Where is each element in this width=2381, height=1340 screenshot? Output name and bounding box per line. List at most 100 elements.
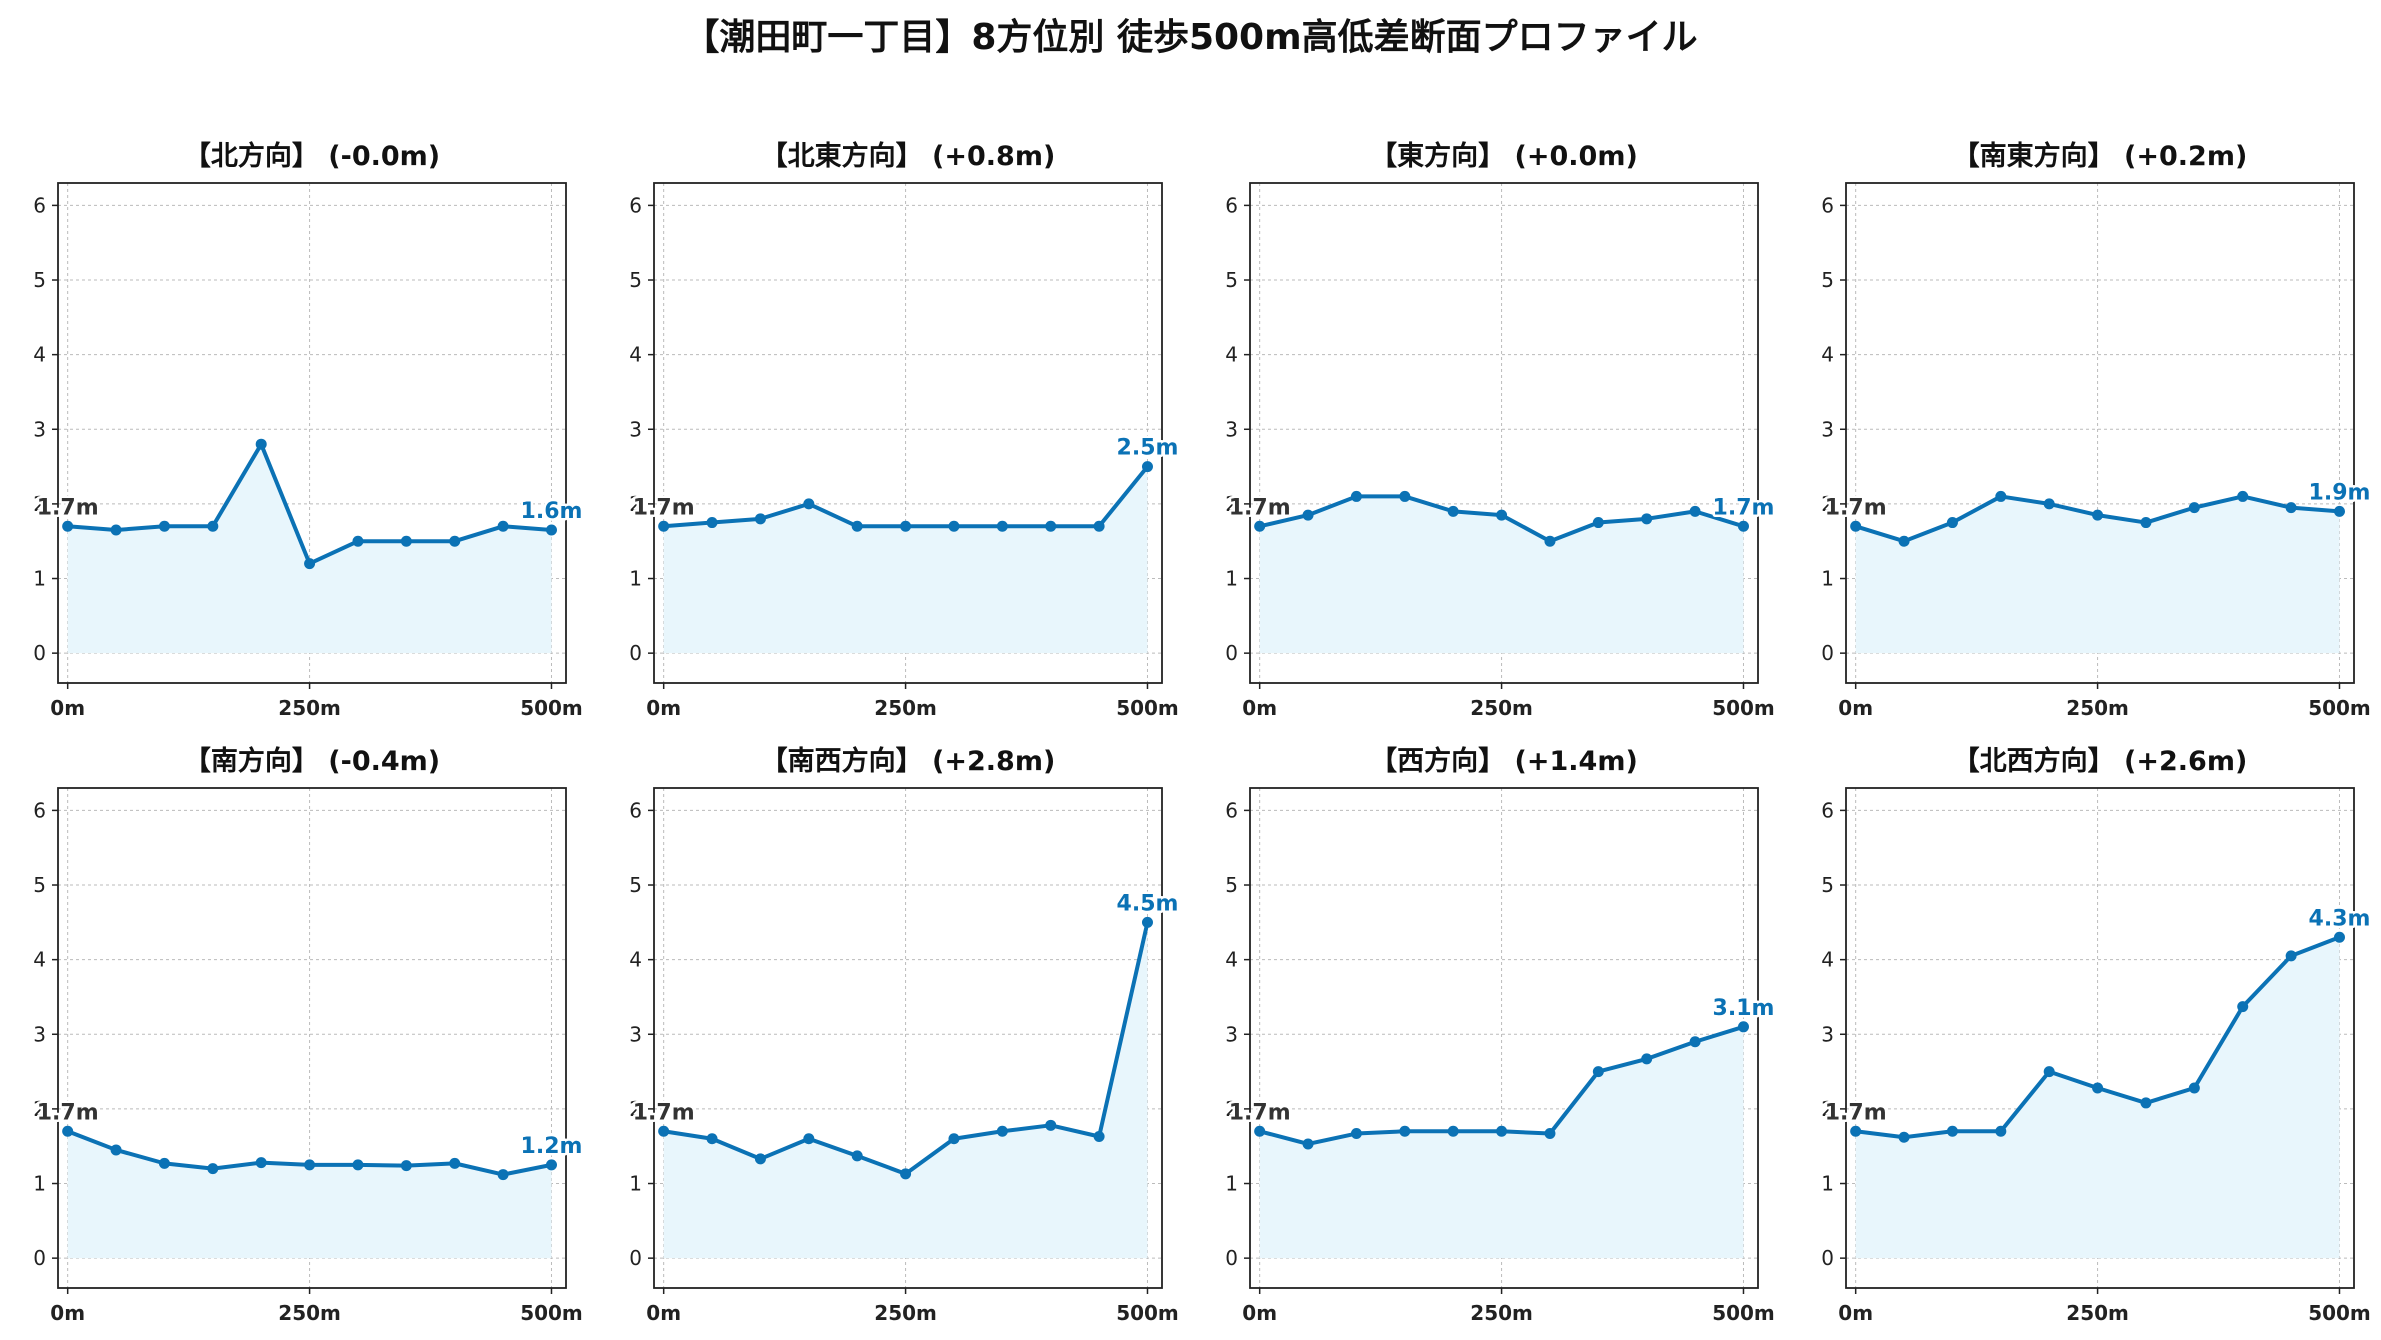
data-point <box>1689 1036 1701 1048</box>
subplot-1: 【北東方向】 (+0.8m) 0 1 2 3 4 5 6 0m 250m 500m 1.7m 2.5m <box>629 140 1181 720</box>
data-point <box>1045 1119 1057 1131</box>
data-point <box>948 1133 960 1145</box>
data-point <box>754 513 766 525</box>
data-point <box>851 520 863 532</box>
start-elevation-label: 1.7m <box>1229 495 1291 520</box>
subplot-title: 【東方向】 (+0.0m) <box>1370 140 1638 172</box>
data-point <box>255 438 267 450</box>
y-tick-label: 4 <box>1225 948 1238 972</box>
subplot-6: 【西方向】 (+1.4m) 0 1 2 3 4 5 6 0m 250m 500m 1.7m 3.1m <box>1225 745 1777 1325</box>
y-tick-label: 0 <box>629 641 642 665</box>
y-tick-label: 2 <box>629 492 642 516</box>
y-tick-label: 5 <box>1225 873 1238 897</box>
data-point <box>2333 931 2345 943</box>
area-fill <box>67 444 552 654</box>
x-tick-label: 500m <box>520 696 583 720</box>
data-point <box>2043 1066 2055 1078</box>
area-fill <box>67 1131 552 1259</box>
data-point <box>110 1144 122 1156</box>
plot-frame <box>653 787 1163 1289</box>
data-point <box>352 535 364 547</box>
data-point <box>900 520 912 532</box>
data-point <box>304 558 316 570</box>
plot-frame <box>1249 182 1759 684</box>
data-point <box>2237 490 2249 502</box>
end-elevation-label: 4.3m <box>2309 906 2371 931</box>
y-tick-label: 5 <box>1821 873 1834 897</box>
end-elevation-label: 4.5m <box>1117 891 1179 916</box>
y-tick-label: 2 <box>1821 492 1834 516</box>
data-point <box>706 1133 718 1145</box>
y-tick-label: 1 <box>33 567 46 591</box>
data-point <box>2285 950 2297 962</box>
data-point <box>803 498 815 510</box>
data-point <box>658 520 670 532</box>
data-point <box>1350 490 1362 502</box>
subplot-5: 【南西方向】 (+2.8m) 0 1 2 3 4 5 6 0m 250m 500m 1.7m 4.5m <box>629 745 1181 1325</box>
x-tick-label: 250m <box>874 1301 937 1325</box>
plot-frame <box>1845 182 2355 684</box>
data-point <box>1302 1138 1314 1150</box>
data-point <box>1399 1125 1411 1137</box>
y-tick-label: 6 <box>629 193 642 217</box>
y-tick-label: 4 <box>629 948 642 972</box>
y-tick-label: 3 <box>629 1022 642 1046</box>
end-elevation-label: 1.7m <box>1713 495 1775 520</box>
x-tick-label: 250m <box>2066 696 2129 720</box>
data-point <box>545 1159 557 1171</box>
x-tick-label: 500m <box>520 1301 583 1325</box>
data-point <box>255 1157 267 1169</box>
data-point <box>1641 513 1653 525</box>
y-tick-label: 5 <box>1821 268 1834 292</box>
data-point <box>449 535 461 547</box>
start-elevation-label: 1.7m <box>1825 1100 1887 1125</box>
data-point <box>1254 520 1266 532</box>
data-point <box>1544 1128 1556 1140</box>
x-tick-label: 250m <box>1470 1301 1533 1325</box>
data-point <box>1689 505 1701 517</box>
x-tick-label: 0m <box>50 1301 85 1325</box>
area-fill <box>663 466 1148 654</box>
area-fill <box>1259 1026 1744 1259</box>
end-elevation-label: 1.6m <box>521 499 583 524</box>
data-point <box>62 1125 74 1137</box>
end-elevation-label: 1.9m <box>2309 480 2371 505</box>
y-tick-label: 6 <box>1821 193 1834 217</box>
data-point <box>1592 1066 1604 1078</box>
data-point <box>449 1157 461 1169</box>
area-fill <box>663 922 1148 1259</box>
subplot-title: 【北方向】 (-0.0m) <box>184 140 440 172</box>
subplot-4: 【南方向】 (-0.4m) 0 1 2 3 4 5 6 0m 250m 500m 1.7m 1.2m <box>33 745 585 1325</box>
y-tick-label: 4 <box>33 948 46 972</box>
x-tick-label: 250m <box>278 696 341 720</box>
data-point <box>948 520 960 532</box>
x-tick-label: 0m <box>646 1301 681 1325</box>
plot-frame <box>57 182 567 684</box>
data-point <box>1141 916 1153 928</box>
data-point <box>1946 1125 1958 1137</box>
x-tick-label: 0m <box>1838 1301 1873 1325</box>
data-point <box>851 1150 863 1162</box>
data-point <box>545 524 557 536</box>
data-point <box>110 524 122 536</box>
subplot-title: 【南方向】 (-0.4m) <box>184 745 440 777</box>
start-elevation-label: 1.7m <box>1825 495 1887 520</box>
start-elevation-label: 1.7m <box>37 495 99 520</box>
subplot-title: 【南西方向】 (+2.8m) <box>761 745 1056 777</box>
data-point <box>497 1169 509 1181</box>
y-tick-label: 0 <box>1821 641 1834 665</box>
area-fill <box>1855 937 2340 1259</box>
y-tick-label: 2 <box>1225 1097 1238 1121</box>
data-point <box>2285 502 2297 514</box>
y-tick-label: 1 <box>33 1172 46 1196</box>
y-tick-label: 3 <box>629 417 642 441</box>
y-tick-label: 2 <box>33 492 46 516</box>
data-point <box>2043 498 2055 510</box>
x-tick-label: 500m <box>1712 1301 1775 1325</box>
data-point <box>2188 502 2200 514</box>
data-point <box>1350 1128 1362 1140</box>
data-point <box>803 1133 815 1145</box>
data-point <box>1141 461 1153 473</box>
data-point <box>900 1168 912 1180</box>
data-point <box>2237 1001 2249 1013</box>
